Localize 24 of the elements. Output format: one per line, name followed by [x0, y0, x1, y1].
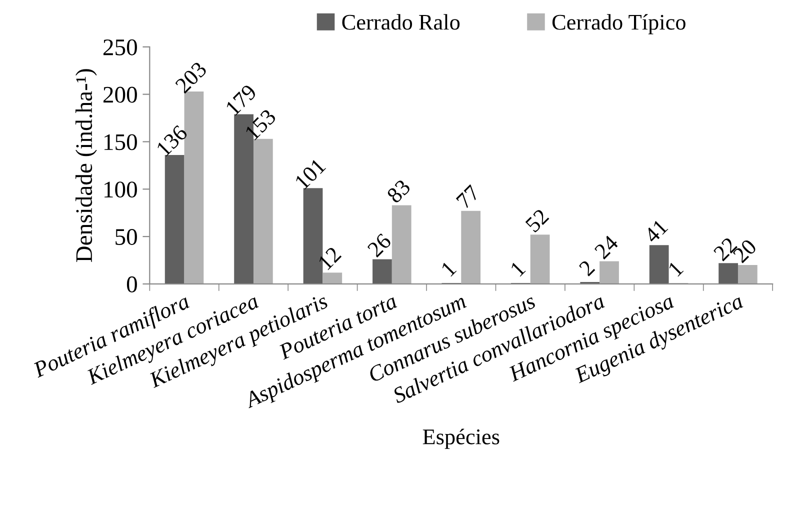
- data-label: 26: [366, 232, 392, 258]
- y-tick-label: 200: [103, 86, 137, 103]
- x-axis-title: Espécies: [422, 428, 500, 449]
- legend-label: Cerrado Ralo: [342, 14, 460, 30]
- data-label: 101: [294, 158, 326, 190]
- data-label: 136: [156, 124, 188, 157]
- y-tick-label: 150: [104, 134, 137, 150]
- data-label: 1: [668, 260, 684, 277]
- data-label: 12: [318, 246, 342, 270]
- data-label: 52: [524, 208, 550, 233]
- y-tick-label: 100: [104, 182, 137, 198]
- data-label: 41: [643, 218, 668, 244]
- y-tick-label: 50: [116, 229, 137, 245]
- y-tick-label: 250: [103, 39, 137, 56]
- data-label: 1: [440, 260, 457, 277]
- y-tick-label: 0: [126, 276, 137, 292]
- data-label: 83: [386, 178, 412, 204]
- data-label: 1: [510, 260, 526, 277]
- data-label: 77: [456, 184, 480, 209]
- data-label: 24: [594, 234, 620, 260]
- y-axis-title: Densidade (ind.ha-¹): [75, 69, 97, 262]
- data-label: 2: [578, 260, 596, 276]
- legend-label: Cerrado Típico: [552, 14, 686, 34]
- data-label: 203: [174, 60, 208, 94]
